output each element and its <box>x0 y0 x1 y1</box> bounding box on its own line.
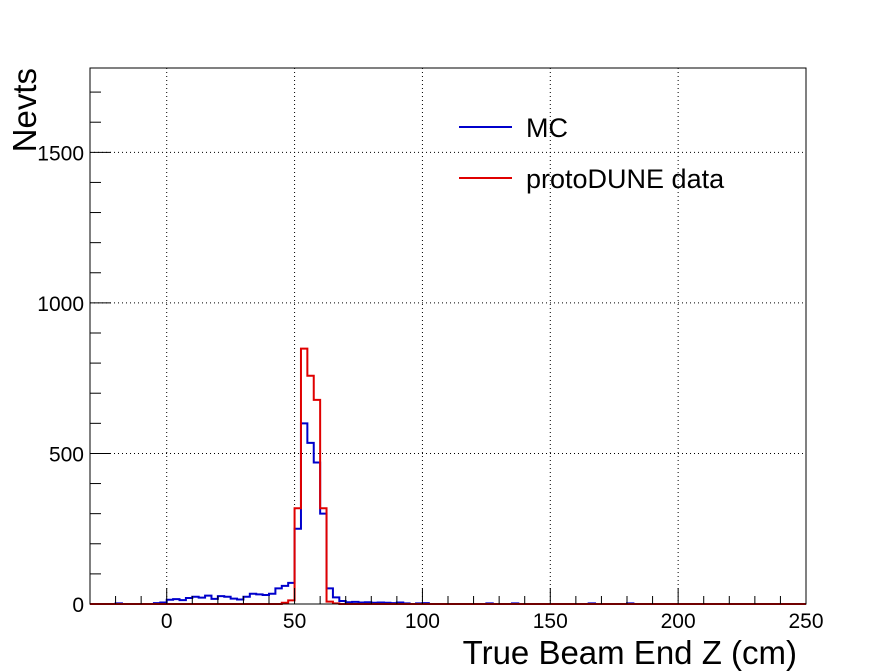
series-protodune-data-histogram <box>90 347 806 605</box>
axes: 0 50 100 150 200 250 0 500 1000 1500 <box>37 91 824 633</box>
y-tick-label: 500 <box>49 443 84 466</box>
series-mc-histogram <box>90 422 806 605</box>
x-tick-label: 150 <box>533 610 568 633</box>
legend-label-protodune-data: protoDUNE data <box>526 164 725 194</box>
y-tick-label: 1000 <box>37 293 84 316</box>
y-tick-label: 1500 <box>37 142 84 165</box>
x-tick-label: 50 <box>283 610 306 633</box>
x-tick-label: 250 <box>788 610 823 633</box>
x-tick-label: 200 <box>661 610 696 633</box>
x-axis-title: True Beam End Z (cm) <box>463 634 797 671</box>
y-tick-label: 0 <box>72 594 84 617</box>
x-tick-label: 100 <box>405 610 440 633</box>
y-axis-title: Nevts <box>6 68 43 152</box>
legend-label-mc: MC <box>526 113 568 143</box>
plot-frame <box>89 67 807 605</box>
x-tick-label: 0 <box>161 610 173 633</box>
legend: MC protoDUNE data <box>459 113 725 194</box>
histogram-series <box>90 347 806 605</box>
grid-lines <box>90 68 806 604</box>
